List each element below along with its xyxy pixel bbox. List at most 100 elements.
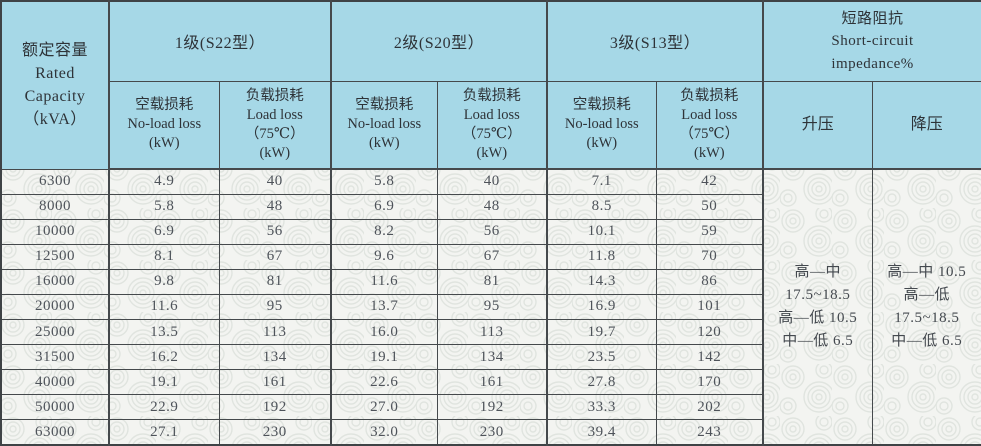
loss-value-cell: 192 [436, 394, 548, 421]
loss-value-cell: 27.8 [546, 369, 657, 396]
loss-value-cell: 27.0 [330, 394, 438, 421]
loss-value-cell: 70 [655, 243, 764, 270]
loss-value-cell: 56 [436, 218, 548, 245]
capacity-cell: 20000 [0, 293, 110, 320]
capacity-cell: 12500 [0, 243, 110, 270]
loss-value-cell: 11.8 [546, 243, 657, 270]
capacity-cell: 63000 [0, 419, 110, 446]
step-up-impedance-cell: 高—中 17.5~18.5 高—低 10.5 中—低 6.5 [762, 168, 873, 446]
capacity-cell: 50000 [0, 394, 110, 421]
loss-value-cell: 5.8 [108, 193, 220, 220]
loss-value-cell: 56 [218, 218, 332, 245]
loss-value-cell: 9.8 [108, 268, 220, 295]
loss-value-cell: 19.1 [108, 369, 220, 396]
loss-value-cell: 95 [436, 293, 548, 320]
capacity-cell: 31500 [0, 344, 110, 371]
loss-value-cell: 8.5 [546, 193, 657, 220]
loss-value-cell: 7.1 [546, 168, 657, 195]
capacity-cell: 40000 [0, 369, 110, 396]
table-row: 6300 4.9 40 5.8 40 7.1 42 高—中 17.5~18.5 高—低 10.… [0, 168, 981, 446]
loss-value-cell: 23.5 [546, 344, 657, 371]
loss-value-cell: 230 [436, 419, 548, 446]
loss-value-cell: 48 [436, 193, 548, 220]
impedance-group-header: 短路阻抗 Short-circuit impedance% [762, 0, 981, 82]
table-row: 20000 11.6 95 13.7 95 16.9 101 [0, 293, 981, 320]
table-row: 8000 5.8 48 6.9 48 8.5 50 [0, 193, 981, 220]
loss-value-cell: 101 [655, 293, 764, 320]
loss-value-cell: 67 [218, 243, 332, 270]
grade1-group-header: 1级(S22型） [107, 0, 332, 82]
table-row: 16000 9.8 81 11.6 81 14.3 86 [0, 268, 981, 295]
loss-value-cell: 81 [218, 268, 332, 295]
capacity-cell: 25000 [0, 318, 110, 346]
capacity-cell: 16000 [0, 268, 110, 295]
loss-value-cell: 9.6 [330, 243, 438, 270]
capacity-cell: 6300 [0, 168, 110, 195]
grade3-group-header: 3级(S13型） [546, 0, 764, 82]
loss-value-cell: 81 [436, 268, 548, 295]
group-header-row: 额定容量 Rated Capacity （kVA） 1级(S22型） 2级(S2… [0, 0, 981, 170]
table-row: 63000 27.1 230 32.0 230 39.4 243 [0, 419, 981, 446]
grade3-load-header: 负载损耗 Load loss （75℃） (kW) [655, 80, 764, 170]
loss-value-cell: 19.7 [546, 318, 657, 346]
step-up-header: 升压 [762, 80, 873, 170]
loss-value-cell: 243 [655, 419, 764, 446]
loss-value-cell: 11.6 [330, 268, 438, 295]
loss-value-cell: 50 [655, 193, 764, 220]
table-row: 10000 6.9 56 8.2 56 10.1 59 [0, 218, 981, 245]
loss-value-cell: 134 [436, 344, 548, 371]
loss-value-cell: 161 [436, 369, 548, 396]
loss-value-cell: 8.2 [330, 218, 438, 245]
loss-value-cell: 48 [218, 193, 332, 220]
loss-value-cell: 27.1 [108, 419, 220, 446]
loss-value-cell: 95 [218, 293, 332, 320]
loss-value-cell: 14.3 [546, 268, 657, 295]
loss-value-cell: 59 [655, 218, 764, 245]
grade3-noload-header: 空载损耗 No-load loss (kW) [546, 80, 657, 170]
loss-value-cell: 6.9 [108, 218, 220, 245]
loss-value-cell: 5.8 [330, 168, 438, 195]
loss-value-cell: 192 [218, 394, 332, 421]
loss-value-cell: 161 [218, 369, 332, 396]
loss-value-cell: 86 [655, 268, 764, 295]
loss-value-cell: 33.3 [546, 394, 657, 421]
loss-value-cell: 39.4 [546, 419, 657, 446]
grade1-load-header: 负载损耗 Load loss （75℃） (kW) [218, 80, 332, 170]
table-row: 50000 22.9 192 27.0 192 33.3 202 [0, 394, 981, 421]
loss-value-cell: 67 [436, 243, 548, 270]
loss-value-cell: 22.6 [330, 369, 438, 396]
loss-value-cell: 142 [655, 344, 764, 371]
loss-value-cell: 16.9 [546, 293, 657, 320]
loss-value-cell: 11.6 [108, 293, 220, 320]
capacity-cell: 10000 [0, 218, 110, 245]
loss-value-cell: 13.5 [108, 318, 220, 346]
loss-value-cell: 16.2 [108, 344, 220, 371]
table-row: 31500 16.2 134 19.1 134 23.5 142 [0, 344, 981, 371]
loss-value-cell: 40 [436, 168, 548, 195]
loss-value-cell: 8.1 [108, 243, 220, 270]
grade1-noload-header: 空载损耗 No-load loss (kW) [108, 80, 220, 170]
loss-value-cell: 42 [655, 168, 764, 195]
sub-header-row: 空载损耗 No-load loss (kW) 负载损耗 Load loss （7… [1, 80, 981, 170]
loss-value-cell: 19.1 [330, 344, 438, 371]
loss-value-cell: 4.9 [108, 168, 220, 195]
rated-capacity-header: 额定容量 Rated Capacity （kVA） [0, 0, 110, 170]
grade2-load-header: 负载损耗 Load loss （75℃） (kW) [436, 80, 548, 170]
loss-value-cell: 202 [655, 394, 764, 421]
step-down-impedance-cell: 高—中 10.5 高—低 17.5~18.5 中—低 6.5 [871, 168, 981, 446]
loss-value-cell: 40 [218, 168, 332, 195]
loss-value-cell: 134 [218, 344, 332, 371]
table-row: 25000 13.5 113 16.0 113 19.7 120 [0, 318, 981, 346]
loss-value-cell: 6.9 [330, 193, 438, 220]
loss-value-cell: 113 [218, 318, 332, 346]
loss-value-cell: 13.7 [330, 293, 438, 320]
loss-value-cell: 22.9 [108, 394, 220, 421]
loss-value-cell: 10.1 [546, 218, 657, 245]
loss-value-cell: 170 [655, 369, 764, 396]
loss-value-cell: 230 [218, 419, 332, 446]
loss-value-cell: 32.0 [330, 419, 438, 446]
grade2-group-header: 2级(S20型） [330, 0, 548, 82]
loss-value-cell: 120 [655, 318, 764, 346]
step-down-header: 降压 [871, 80, 981, 170]
